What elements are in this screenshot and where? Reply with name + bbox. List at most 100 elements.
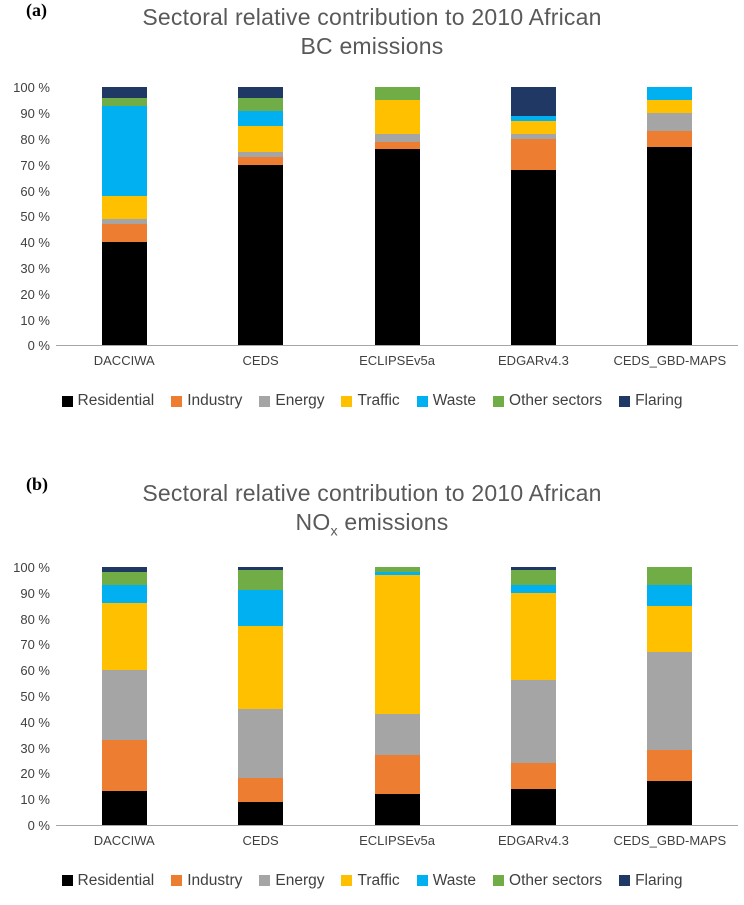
x-tick-label: CEDS: [242, 832, 279, 848]
bar-segment-traffic: [238, 626, 284, 709]
y-tick-label: 0 %: [27, 817, 50, 833]
category-column: [192, 566, 328, 825]
plot-wrap: DACCIWA CEDS ECLIPSEv5a EDGARv4.3 CEDS_GBD-M…: [56, 566, 738, 848]
bar-segment-residential: [374, 793, 420, 825]
bar-segment-traffic: [238, 126, 284, 152]
chart-a-title-line-2: BC emissions: [0, 32, 744, 61]
x-tick-label: ECLIPSEv5a: [359, 832, 435, 848]
legend-swatch: [341, 875, 353, 887]
y-tick-label: 30 %: [20, 261, 50, 277]
x-tick-label: ECLIPSEv5a: [359, 353, 435, 369]
y-tick-label: 50 %: [20, 209, 50, 225]
plot-area: [56, 87, 738, 347]
stacked-bar-CEDS_GBD-MAPS: [647, 566, 693, 825]
legend-item-waste: Waste: [416, 392, 477, 410]
bar-segment-energy: [101, 219, 147, 225]
bar-segment-other-sectors: [238, 569, 284, 591]
legend-item-energy: Energy: [259, 872, 324, 890]
legend-label: Flaring: [635, 871, 683, 889]
x-tick-label: EDGARv4.3: [498, 832, 569, 848]
stacked-bar-EDGARv4.3: [510, 87, 556, 346]
category-column: [329, 566, 465, 825]
chart-title-b: Sectoral relative contribution to 2010 A…: [0, 476, 744, 541]
bar-segment-waste: [101, 585, 147, 604]
title-text-part: BC emissions: [300, 33, 444, 60]
bar-segment-residential: [647, 146, 693, 346]
subscript-text: x: [330, 523, 338, 540]
legend-label: Other sectors: [509, 392, 603, 410]
bar-segment-industry: [238, 157, 284, 165]
bar-segment-industry: [647, 750, 693, 782]
panel-label-b: (b): [26, 474, 48, 494]
chart-a-title-line-1: Sectoral relative contribution to 2010 A…: [142, 4, 602, 30]
bar-segment-residential: [238, 801, 284, 825]
bar-segment-energy: [647, 652, 693, 751]
bar-segment-industry: [374, 141, 420, 150]
x-tick-label: DACCIWA: [93, 353, 155, 369]
legend-item-traffic: Traffic: [341, 871, 400, 890]
bar-segment-traffic: [510, 120, 556, 134]
bar-segment-industry: [101, 224, 147, 243]
legend-label: Residential: [77, 871, 155, 889]
y-axis: 0 % 10 % 20 % 30 % 40 % 50 % 60 % 70 % 80 % 90 % 1…: [4, 80, 56, 353]
legend-item-residential: Residential: [61, 871, 155, 890]
stacked-bar-CEDS_GBD-MAPS: [647, 87, 693, 346]
legend-item-flaring: Flaring: [619, 392, 682, 410]
y-tick-label: 0 %: [27, 338, 50, 354]
bar-segment-traffic: [510, 592, 556, 681]
bar-segment-waste: [510, 585, 556, 593]
legend-swatch: [61, 395, 73, 407]
y-tick-label: 10 %: [20, 792, 50, 808]
y-tick-label: 70 %: [20, 637, 50, 653]
legend-swatch: [416, 395, 428, 407]
legend-item-waste: Waste: [416, 871, 477, 890]
legend-swatch: [619, 875, 631, 887]
chart-b-title-line-2: NOx emissions: [0, 508, 744, 541]
bar-segment-energy: [374, 133, 420, 142]
bar-segment-flaring: [238, 566, 284, 570]
y-tick-label: 50 %: [20, 688, 50, 704]
legend-item-residential: Residential: [61, 392, 154, 410]
legend-swatch: [619, 395, 631, 407]
legend-label: Other sectors: [509, 871, 603, 889]
bar-segment-industry: [647, 131, 693, 147]
y-tick-label: 20 %: [20, 286, 50, 302]
y-tick-label: 80 %: [20, 132, 50, 148]
chart-title-a: Sectoral relative contribution to 2010 A…: [0, 0, 744, 61]
category-column: [465, 566, 601, 825]
legend-label: Industry: [187, 392, 243, 410]
legend-label: Waste: [432, 871, 477, 889]
stacked-bar-CEDS: [238, 87, 284, 346]
bar-segment-waste: [101, 105, 147, 196]
legend-label: Traffic: [357, 871, 400, 889]
y-tick-label: 70 %: [20, 157, 50, 173]
bar-segment-other-sectors: [647, 566, 693, 585]
panel-label-a: (a): [26, 0, 47, 20]
bar-segment-traffic: [647, 605, 693, 653]
legend-label: Waste: [432, 392, 477, 410]
bar-segment-industry: [374, 755, 420, 794]
y-tick-label: 90 %: [20, 106, 50, 122]
bar-segment-flaring: [101, 87, 147, 98]
bar-segment-flaring: [238, 87, 284, 98]
chart-b-legend: Residential Industry Energy Traffic Waste Oth…: [0, 872, 744, 890]
chart-b-area: 0 % 10 % 20 % 30 % 40 % 50 % 60 % 70 % 80 % 90 % 1…: [0, 560, 744, 848]
stacked-bar-ECLIPSEv5a: [374, 566, 420, 825]
legend-item-energy: Energy: [259, 392, 324, 410]
legend-swatch: [416, 875, 428, 887]
y-tick-label: 100 %: [13, 559, 50, 575]
y-tick-label: 20 %: [20, 766, 50, 782]
x-axis-labels: DACCIWA CEDS ECLIPSEv5a EDGARv4.3 CEDS_GBD-M…: [56, 353, 738, 368]
x-tick-label: CEDS_GBD-MAPS: [613, 353, 727, 369]
legend-swatch: [259, 395, 271, 407]
legend-swatch: [493, 875, 505, 887]
bar-segment-residential: [101, 242, 147, 346]
bar-segment-waste: [647, 585, 693, 606]
bar-segment-energy: [510, 133, 556, 140]
y-tick-label: 40 %: [20, 235, 50, 251]
bar-segment-traffic: [101, 195, 147, 220]
plot-wrap: DACCIWA CEDS ECLIPSEv5a EDGARv4.3 CEDS_GBD-M…: [56, 87, 738, 368]
bar-segment-energy: [101, 670, 147, 740]
bar-segment-other-sectors: [238, 97, 284, 111]
bar-segment-industry: [101, 739, 147, 792]
